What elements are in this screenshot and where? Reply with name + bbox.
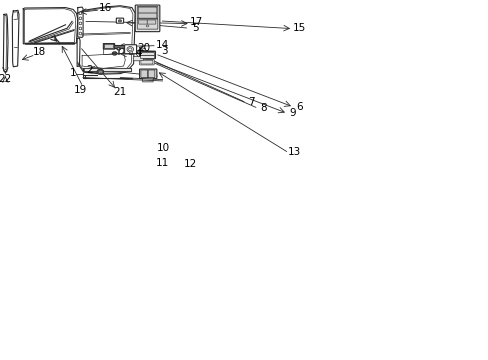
Text: 16: 16	[99, 3, 112, 13]
FancyBboxPatch shape	[138, 51, 155, 58]
FancyBboxPatch shape	[141, 60, 153, 64]
Text: 10: 10	[157, 143, 170, 153]
Ellipse shape	[119, 20, 121, 22]
Text: 22: 22	[0, 74, 12, 84]
Text: 8: 8	[259, 103, 266, 113]
FancyBboxPatch shape	[137, 19, 158, 29]
FancyBboxPatch shape	[114, 45, 136, 48]
Text: 20: 20	[138, 44, 150, 53]
FancyBboxPatch shape	[139, 59, 154, 65]
Ellipse shape	[100, 71, 101, 72]
FancyBboxPatch shape	[139, 55, 154, 58]
FancyBboxPatch shape	[135, 5, 160, 32]
Text: 4: 4	[135, 49, 142, 58]
FancyBboxPatch shape	[115, 46, 135, 47]
Ellipse shape	[79, 32, 81, 35]
FancyBboxPatch shape	[133, 57, 143, 61]
Text: 2: 2	[86, 65, 93, 75]
FancyBboxPatch shape	[148, 70, 155, 78]
Text: 9: 9	[289, 108, 296, 118]
FancyBboxPatch shape	[124, 45, 136, 54]
Ellipse shape	[112, 52, 117, 55]
Ellipse shape	[113, 53, 116, 54]
FancyBboxPatch shape	[138, 7, 157, 13]
Ellipse shape	[128, 48, 132, 51]
Ellipse shape	[127, 46, 133, 52]
FancyBboxPatch shape	[104, 44, 113, 48]
Ellipse shape	[79, 12, 81, 15]
FancyBboxPatch shape	[138, 13, 157, 18]
Text: 6: 6	[296, 102, 303, 112]
Ellipse shape	[79, 22, 81, 25]
Ellipse shape	[97, 69, 103, 74]
Text: 18: 18	[33, 46, 46, 57]
FancyBboxPatch shape	[147, 20, 156, 24]
Ellipse shape	[79, 27, 81, 30]
FancyBboxPatch shape	[142, 78, 153, 82]
FancyBboxPatch shape	[139, 52, 154, 55]
Ellipse shape	[79, 17, 81, 20]
FancyBboxPatch shape	[137, 6, 158, 19]
Text: 13: 13	[287, 147, 301, 157]
Text: 3: 3	[161, 46, 167, 56]
FancyBboxPatch shape	[139, 69, 157, 79]
Text: 15: 15	[292, 23, 305, 33]
Ellipse shape	[117, 48, 120, 50]
FancyBboxPatch shape	[138, 20, 147, 24]
Text: 12: 12	[183, 159, 197, 169]
Text: 14: 14	[156, 40, 169, 50]
Text: 17: 17	[190, 17, 203, 27]
FancyBboxPatch shape	[83, 68, 130, 71]
FancyBboxPatch shape	[83, 68, 131, 71]
FancyBboxPatch shape	[141, 70, 147, 78]
Text: 11: 11	[156, 158, 169, 168]
Text: 21: 21	[113, 87, 126, 97]
Text: 1: 1	[70, 68, 76, 78]
FancyBboxPatch shape	[103, 44, 114, 49]
Text: 7: 7	[248, 96, 254, 107]
Ellipse shape	[98, 70, 102, 73]
Ellipse shape	[118, 20, 122, 22]
Ellipse shape	[146, 25, 148, 27]
FancyBboxPatch shape	[116, 18, 123, 23]
Text: 19: 19	[74, 85, 87, 95]
Text: 5: 5	[191, 23, 198, 33]
